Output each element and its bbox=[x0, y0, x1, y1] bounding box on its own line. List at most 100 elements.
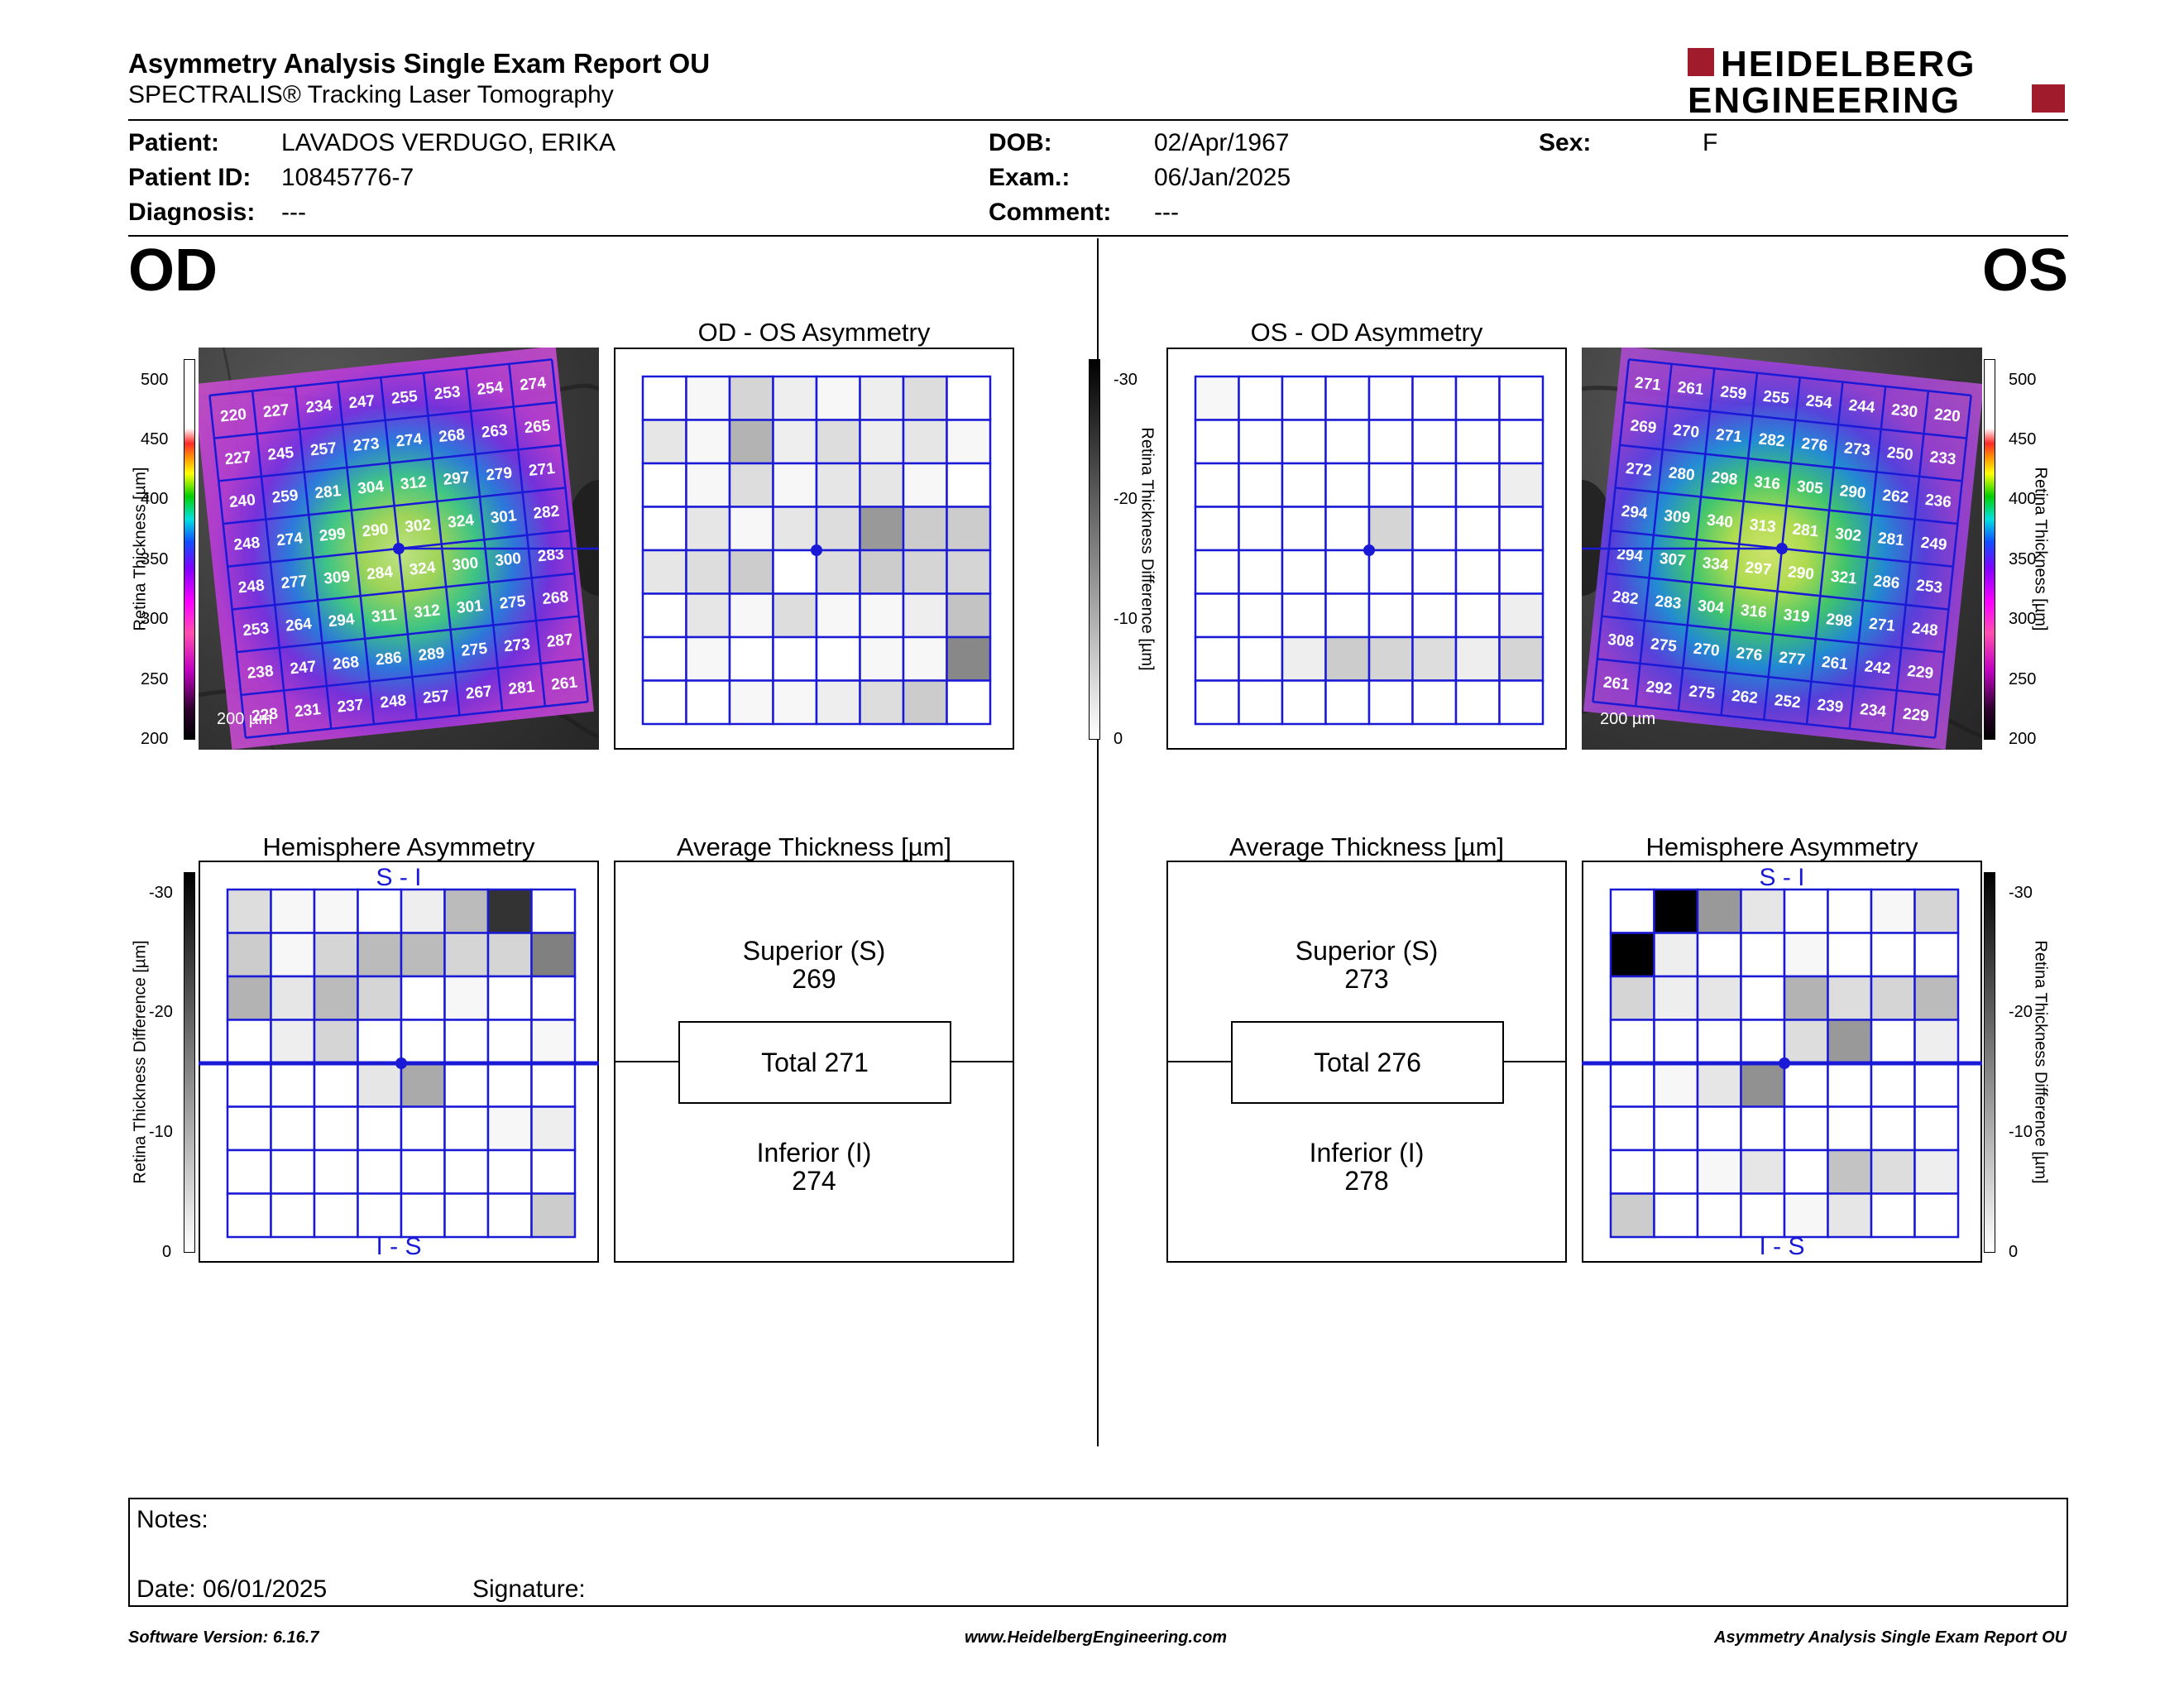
od-thickness-value: 279 bbox=[485, 464, 513, 484]
od-thickness-value: 254 bbox=[477, 379, 505, 399]
od-tick-350: 350 bbox=[141, 550, 169, 568]
os-hemi-cell bbox=[1609, 975, 1655, 1021]
od-thickness-value: 237 bbox=[337, 697, 365, 717]
os-hemi-colorbar bbox=[1984, 872, 1995, 1253]
od-thickness-value: 264 bbox=[285, 616, 313, 635]
od-asym-cell bbox=[859, 679, 905, 726]
os-hemi-cell bbox=[1696, 1192, 1742, 1239]
od-thickness-value: 284 bbox=[366, 563, 394, 583]
od-thickness-value: 274 bbox=[519, 374, 547, 394]
od-hemi-cell bbox=[400, 1192, 446, 1239]
od-thickness-colorbar bbox=[184, 359, 195, 740]
od-asym-cell bbox=[815, 506, 861, 552]
od-thickness-value: 263 bbox=[481, 422, 509, 442]
os-hemi-cell bbox=[1870, 975, 1916, 1021]
od-hemi-cell bbox=[530, 888, 577, 934]
os-thickness-value: 283 bbox=[1655, 592, 1683, 612]
od-thickness-value: 282 bbox=[533, 503, 561, 523]
od-asym-cell bbox=[902, 462, 948, 508]
od-asym-cell bbox=[772, 635, 818, 682]
report-title: Asymmetry Analysis Single Exam Report OU bbox=[128, 48, 711, 79]
os-hemi-cell bbox=[1783, 932, 1829, 978]
od-inferior-label: Inferior (I) bbox=[756, 1138, 872, 1168]
os-asym-cell bbox=[1454, 635, 1501, 682]
os-hemi-cell bbox=[1783, 1149, 1829, 1195]
os-asym-cell bbox=[1194, 375, 1240, 421]
od-asym-cell bbox=[685, 506, 731, 552]
od-thickness-value: 297 bbox=[443, 469, 471, 489]
os-thickness-value: 275 bbox=[1650, 635, 1678, 655]
od-asym-cell bbox=[902, 549, 948, 595]
od-hemi-cell bbox=[270, 1192, 316, 1239]
od-avg-panel: Superior (S) 269 Total 271 Inferior (I) … bbox=[614, 861, 1014, 1263]
od-hemi-cell bbox=[530, 1062, 577, 1108]
os-hemi-cell bbox=[1783, 1019, 1829, 1065]
os-hemi-cell bbox=[1913, 1149, 1960, 1195]
od-asym-cell bbox=[772, 506, 818, 552]
od-tick-300: 300 bbox=[141, 610, 169, 628]
od-hemi-tick-20: -20 bbox=[149, 1003, 173, 1021]
os-fundus-image: 271 261 259 255 254 244 230 220 269 270 271 282 276 2… bbox=[1582, 348, 1982, 750]
od-thickness-value: 304 bbox=[357, 477, 385, 497]
os-thickness-value: 281 bbox=[1792, 520, 1820, 540]
od-thickness-axis-label: Retina Thickness [µm] bbox=[131, 467, 150, 631]
od-asym-cell bbox=[859, 549, 905, 595]
od-hemi-cell bbox=[226, 975, 272, 1021]
date-label: Date: 06/01/2025 bbox=[136, 1575, 328, 1603]
os-thickness-value: 273 bbox=[1843, 439, 1871, 459]
od-asym-cell bbox=[946, 549, 992, 595]
patient-name: LAVADOS VERDUGO, ERIKA bbox=[281, 129, 615, 156]
os-asym-grid bbox=[1194, 375, 1545, 726]
os-asym-cell bbox=[1324, 679, 1371, 726]
od-hemi-cell bbox=[270, 888, 316, 934]
website-link[interactable]: www.HeidelbergEngineering.com bbox=[965, 1628, 1228, 1647]
od-asym-cell bbox=[946, 419, 992, 465]
od-thickness-value: 268 bbox=[541, 588, 569, 608]
od-asym-cell bbox=[946, 375, 992, 421]
od-asym-cell bbox=[685, 549, 731, 595]
od-hemi-tick-0: 0 bbox=[162, 1243, 172, 1261]
os-asym-cell bbox=[1281, 549, 1327, 595]
os-thickness-value: 244 bbox=[1848, 397, 1876, 417]
os-asym-cell bbox=[1411, 506, 1458, 552]
os-hemi-cell bbox=[1827, 1192, 1873, 1239]
od-hemi-cell bbox=[226, 1149, 272, 1195]
os-thickness-value: 298 bbox=[1825, 611, 1853, 631]
os-thickness-value: 307 bbox=[1659, 550, 1687, 570]
os-hemi-title: Hemisphere Asymmetry bbox=[1645, 832, 1918, 861]
od-thickness-value: 294 bbox=[328, 611, 356, 631]
os-asym-cell bbox=[1281, 635, 1327, 682]
sex-value: F bbox=[1703, 129, 1718, 156]
os-hemi-panel: S - I I - S bbox=[1582, 861, 1982, 1263]
od-asym-cell bbox=[728, 592, 774, 639]
od-hemi-cell bbox=[270, 1105, 316, 1152]
os-asym-fovea-dot bbox=[1363, 544, 1375, 556]
od-thickness-value: 277 bbox=[280, 573, 309, 592]
os-hemi-cell bbox=[1827, 1019, 1873, 1065]
os-asym-cell bbox=[1238, 506, 1284, 552]
os-asym-cell bbox=[1498, 549, 1545, 595]
os-asym-cell bbox=[1498, 506, 1545, 552]
os-hemi-cell bbox=[1653, 1019, 1699, 1065]
os-thickness-value: 252 bbox=[1774, 692, 1802, 712]
od-tick-450: 450 bbox=[141, 430, 169, 448]
os-asym-cell bbox=[1367, 679, 1414, 726]
od-asym-cell bbox=[641, 462, 687, 508]
diff-axis-label-top: Retina Thickness Difference [µm] bbox=[1138, 427, 1157, 671]
os-asym-cell bbox=[1238, 679, 1284, 726]
od-thickness-value: 247 bbox=[347, 392, 376, 412]
os-asym-cell bbox=[1324, 419, 1371, 465]
os-hemi-cell bbox=[1653, 888, 1699, 934]
os-asym-cell bbox=[1324, 549, 1371, 595]
od-hemi-cell bbox=[357, 975, 403, 1021]
os-hemi-cell bbox=[1870, 932, 1916, 978]
od-hemi-cell bbox=[486, 1019, 533, 1065]
os-asym-cell bbox=[1194, 635, 1240, 682]
os-asym-cell bbox=[1411, 549, 1458, 595]
os-thickness-value: 275 bbox=[1688, 683, 1716, 703]
os-thickness-value: 261 bbox=[1677, 379, 1705, 399]
od-thickness-value: 301 bbox=[456, 597, 484, 617]
heidelberg-logo: HEIDELBERG ENGINEERING bbox=[1688, 44, 2068, 121]
od-hemi-cell bbox=[313, 932, 359, 978]
od-hemi-cell bbox=[226, 888, 272, 934]
